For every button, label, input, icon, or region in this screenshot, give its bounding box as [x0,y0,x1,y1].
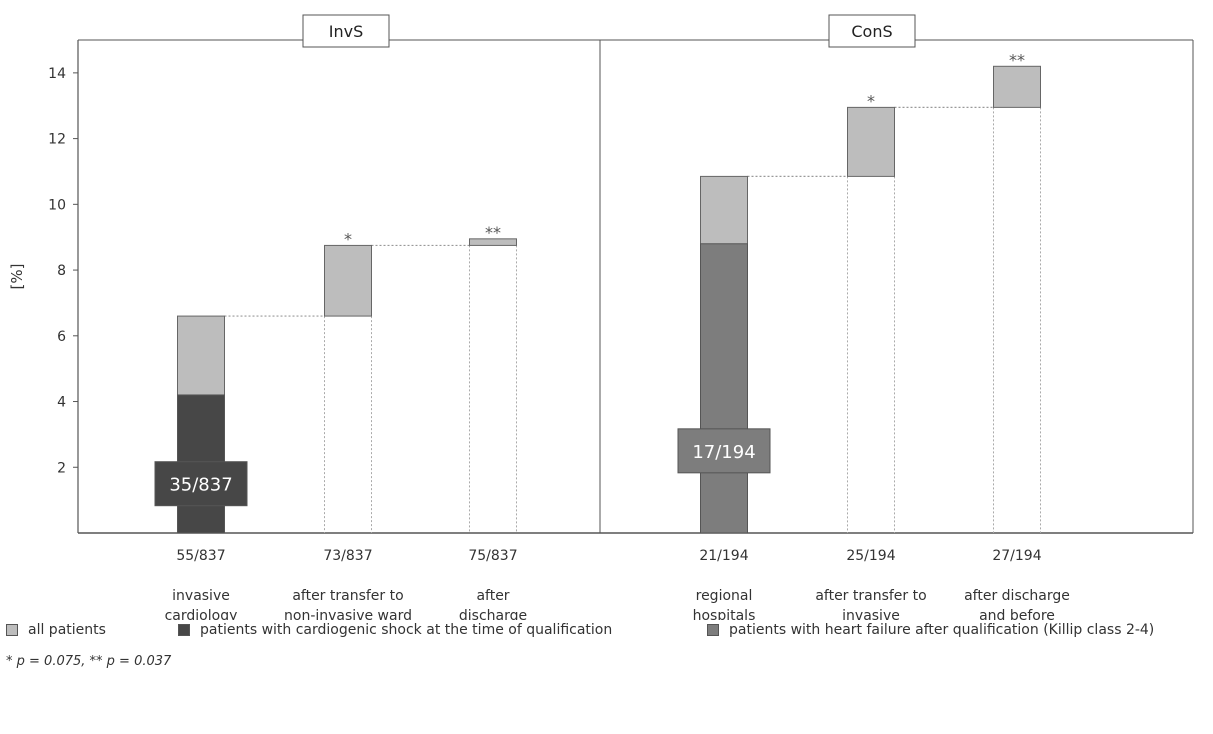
legend: all patients patients with cardiogenic s… [6,622,1206,642]
panel-label: ConS [851,22,892,41]
legend-item-all-patients: all patients [6,622,106,638]
bar-all-patients [993,65,1041,108]
category-label: and before [979,608,1055,620]
category-label: non-invasive ward [284,608,412,620]
panel-label-box [828,14,916,48]
y-tick-label: 8 [57,263,66,279]
legend-swatch-all-patients [6,624,18,636]
bar-all-patients [469,238,517,246]
bar-count-label: 55/837 [176,548,225,564]
y-tick-label: 12 [48,132,66,148]
chart-canvas: 2 4 6 8 10 12 14 [%] InvS 35/837 55/837 invasive car… [8,14,1194,620]
bar-count-label: 75/837 [468,548,517,564]
category-label: invasive [842,608,900,620]
category-label: cardiology [165,608,238,620]
bar-count-label: 25/194 [846,548,895,564]
bar-count-label: 73/837 [323,548,372,564]
y-tick-label: 4 [57,395,66,411]
bar-inner-label: 35/837 [169,475,232,496]
legend-item-heart-failure: patients with heart failure after qualif… [707,622,1154,638]
category-label: after [476,588,509,604]
y-tick-label: 2 [57,460,66,476]
panel-label-box [302,14,390,48]
bar-all-patients [847,106,895,177]
category-label: regional [696,588,753,604]
legend-item-cardiogenic-shock: patients with cardiogenic shock at the t… [178,622,612,638]
y-tick-label: 6 [57,329,66,345]
panel-label: InvS [329,22,363,41]
legend-label-all-patients: all patients [28,622,106,638]
y-tick-label: 10 [48,197,66,213]
bar-inner-label-box [677,428,771,474]
legend-swatch-heart-failure [707,624,719,636]
category-label: after transfer to [292,588,403,604]
significance-mark: ** [485,223,501,242]
significance-mark: * [867,91,875,110]
y-axis-label: [%] [8,264,26,290]
footnote: * p = 0.075, ** p = 0.037 [6,654,172,669]
y-tick-label: 14 [48,66,66,82]
significance-mark: * [344,229,352,248]
category-label: after discharge [964,588,1070,604]
bar-all-patients [324,244,372,317]
category-label: hospitals [693,608,756,620]
legend-swatch-cardiogenic-shock [178,624,190,636]
bar-inner-label-box [154,461,248,507]
legend-label-heart-failure: patients with heart failure after qualif… [729,622,1155,638]
bar-inner-label: 17/194 [692,442,755,463]
category-label: invasive [172,588,230,604]
bar-inner-segment [700,243,748,534]
legend-label-cardiogenic-shock: patients with cardiogenic shock at the t… [200,622,613,638]
significance-mark: ** [1009,50,1025,69]
bar-count-label: 21/194 [699,548,748,564]
category-label: discharge [459,608,527,620]
bar-count-label: 27/194 [992,548,1041,564]
category-label: after transfer to [815,588,926,604]
